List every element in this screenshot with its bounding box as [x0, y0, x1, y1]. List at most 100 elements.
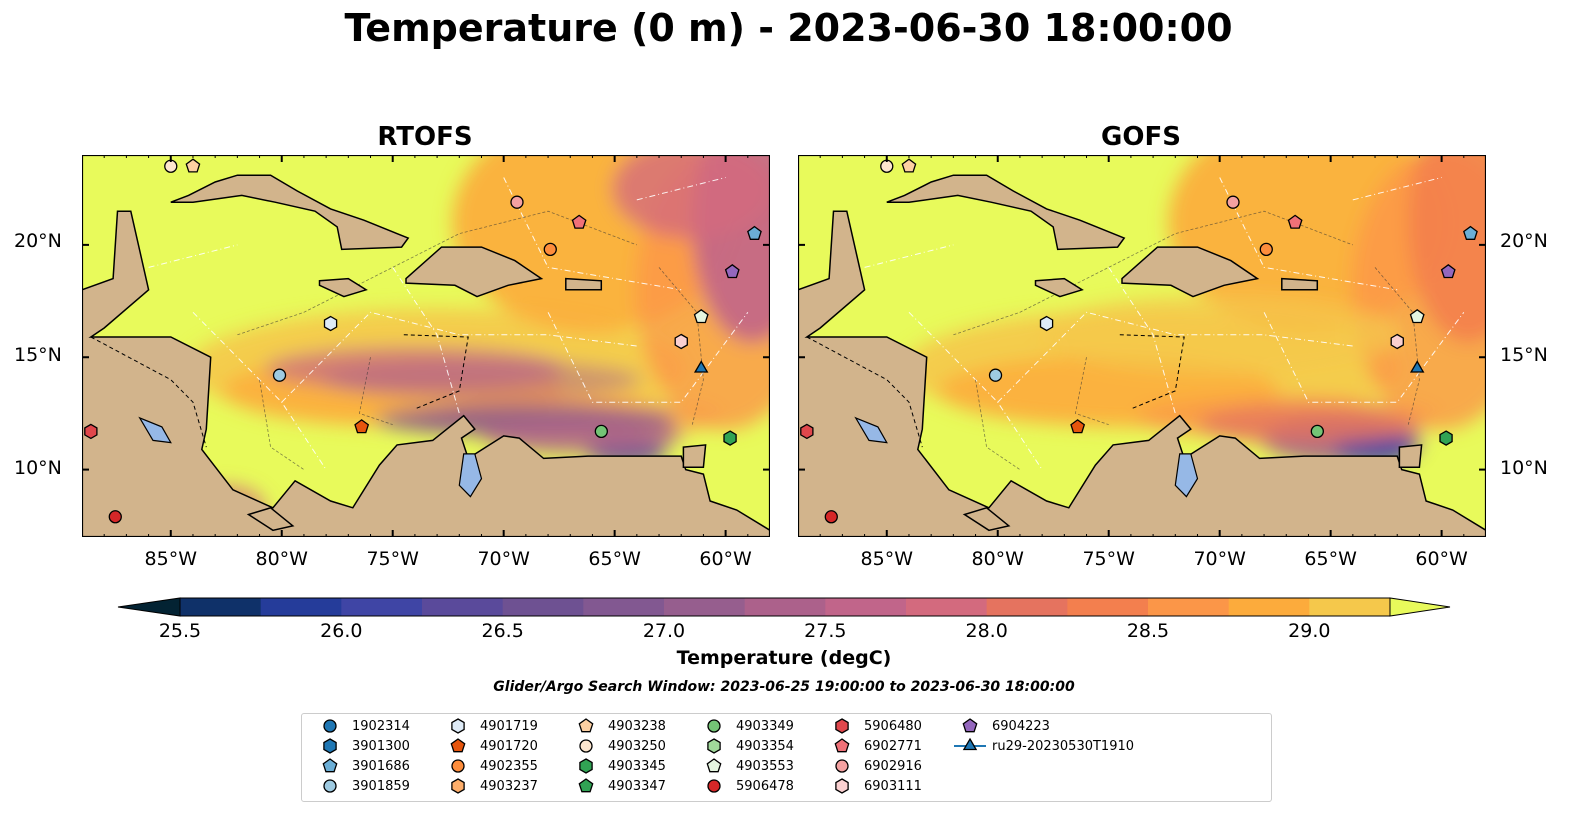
colorbar-segment [1228, 598, 1310, 616]
colorbar-segment [583, 598, 665, 616]
figure-title: Temperature (0 m) - 2023-06-30 18:00:00 [344, 6, 1233, 50]
legend-item: 4901720 [438, 736, 538, 756]
landmass [962, 506, 1011, 532]
lat-tick-left: 15°N [14, 344, 62, 366]
legend-marker-shape [835, 759, 849, 773]
legend-marker-shape [323, 738, 337, 754]
legend-item: 3901686 [310, 756, 410, 776]
colorbar-extend-high [1389, 597, 1451, 617]
observation-marker [1226, 195, 1240, 209]
observation-marker [571, 214, 587, 229]
colorbar-tick-label: 27.5 [804, 620, 847, 642]
legend-item: 6903111 [822, 776, 922, 796]
observation-marker [323, 315, 338, 332]
legend-marker-shape [707, 719, 721, 733]
legend-label: 4902355 [480, 758, 538, 774]
legend-marker [578, 778, 594, 793]
observation-marker [1390, 333, 1404, 350]
observation-marker [747, 225, 762, 240]
legend-item: 4903250 [566, 736, 666, 756]
observation-marker [84, 423, 98, 440]
legend-marker [835, 759, 849, 773]
legend-label: 6902771 [864, 738, 922, 754]
colorbar-extend-low [117, 597, 181, 617]
legend-marker-shape [579, 739, 593, 753]
lon-tick-label: 70°W [1193, 548, 1246, 570]
lon-tick-label: 70°W [477, 548, 530, 570]
legend-item: 4903553 [694, 756, 794, 776]
legend-marker [706, 758, 722, 773]
colorbar-segment [744, 598, 826, 616]
legend-marker-shape [707, 779, 721, 793]
map-frame [82, 155, 770, 537]
observation-marker [724, 263, 740, 279]
observation-marker [594, 424, 608, 439]
lake [854, 416, 888, 444]
observation-marker [824, 510, 838, 524]
landmass [1034, 277, 1084, 298]
observation-marker [693, 360, 709, 373]
legend-label: 4903347 [608, 778, 666, 794]
lon-tick-label: 65°W [1304, 548, 1357, 570]
legend-item: 6902916 [822, 756, 922, 776]
landmass [170, 174, 410, 251]
legend-label: 1902314 [352, 718, 410, 734]
landmass [405, 246, 544, 298]
lon-tick-label: 60°W [699, 548, 752, 570]
legend-label: 5906478 [736, 778, 794, 794]
colorbar-segment [825, 598, 907, 616]
legend-marker [322, 758, 338, 773]
landmass [82, 210, 770, 537]
legend-label: 4901719 [480, 718, 538, 734]
lat-tick-right: 20°N [1500, 230, 1548, 252]
legend-label: 4903238 [608, 718, 666, 734]
map-panel-gofs [798, 155, 1486, 537]
observation-marker [108, 510, 122, 524]
legend-item: 4903349 [694, 716, 794, 736]
legend-marker [323, 738, 337, 754]
legend-label: 6902916 [864, 758, 922, 774]
legend-item: 4901719 [438, 716, 538, 736]
legend-label: 6904223 [992, 718, 1050, 734]
colorbar-segment [1067, 598, 1149, 616]
legend-marker-shape [322, 758, 338, 773]
lat-tick-left: 10°N [14, 457, 62, 479]
search-window-caption: Glider/Argo Search Window: 2023-06-25 19… [493, 679, 1075, 695]
observation-marker [272, 368, 287, 382]
legend-item: ru29-20230530T1910 [950, 736, 1134, 756]
observation-marker [1463, 225, 1478, 240]
legend-marker [451, 718, 465, 734]
lat-tick-left: 20°N [14, 230, 62, 252]
colorbar-segment [906, 598, 988, 616]
legend-item: 1902314 [310, 716, 410, 736]
colorbar-segment [986, 598, 1068, 616]
lake [458, 453, 483, 498]
colorbar-tick-label: 26.5 [481, 620, 524, 642]
observation-marker [1409, 309, 1425, 324]
colorbar-tick-label: 29.0 [1288, 620, 1331, 642]
colorbar-segment [664, 598, 746, 616]
observation-marker [1070, 419, 1086, 434]
colorbar-tick-label: 27.0 [642, 620, 686, 642]
lon-tick-label: 75°W [1082, 548, 1135, 570]
legend-item: 4903238 [566, 716, 666, 736]
legend-item: 6904223 [950, 716, 1050, 736]
colorbar-tick-label: 28.5 [1126, 620, 1170, 642]
legend-marker [451, 778, 465, 794]
legend-marker [451, 759, 465, 773]
colorbar-segment [1309, 598, 1391, 616]
legend-marker [962, 718, 978, 733]
landmass [682, 444, 707, 469]
legend-marker [954, 737, 986, 751]
lake [138, 416, 172, 444]
legend-item: 4902355 [438, 756, 538, 776]
landmass [886, 174, 1126, 251]
panel-title-rtofs: RTOFS [377, 122, 473, 152]
lon-tick-label: 85°W [860, 548, 913, 570]
lon-tick-label: 65°W [588, 548, 641, 570]
legend-marker-shape [835, 778, 849, 794]
observation-marker [693, 309, 709, 324]
legend-label: 3901300 [352, 738, 410, 754]
legend-label: 4903250 [608, 738, 666, 754]
legend-label: ru29-20230530T1910 [992, 738, 1135, 754]
